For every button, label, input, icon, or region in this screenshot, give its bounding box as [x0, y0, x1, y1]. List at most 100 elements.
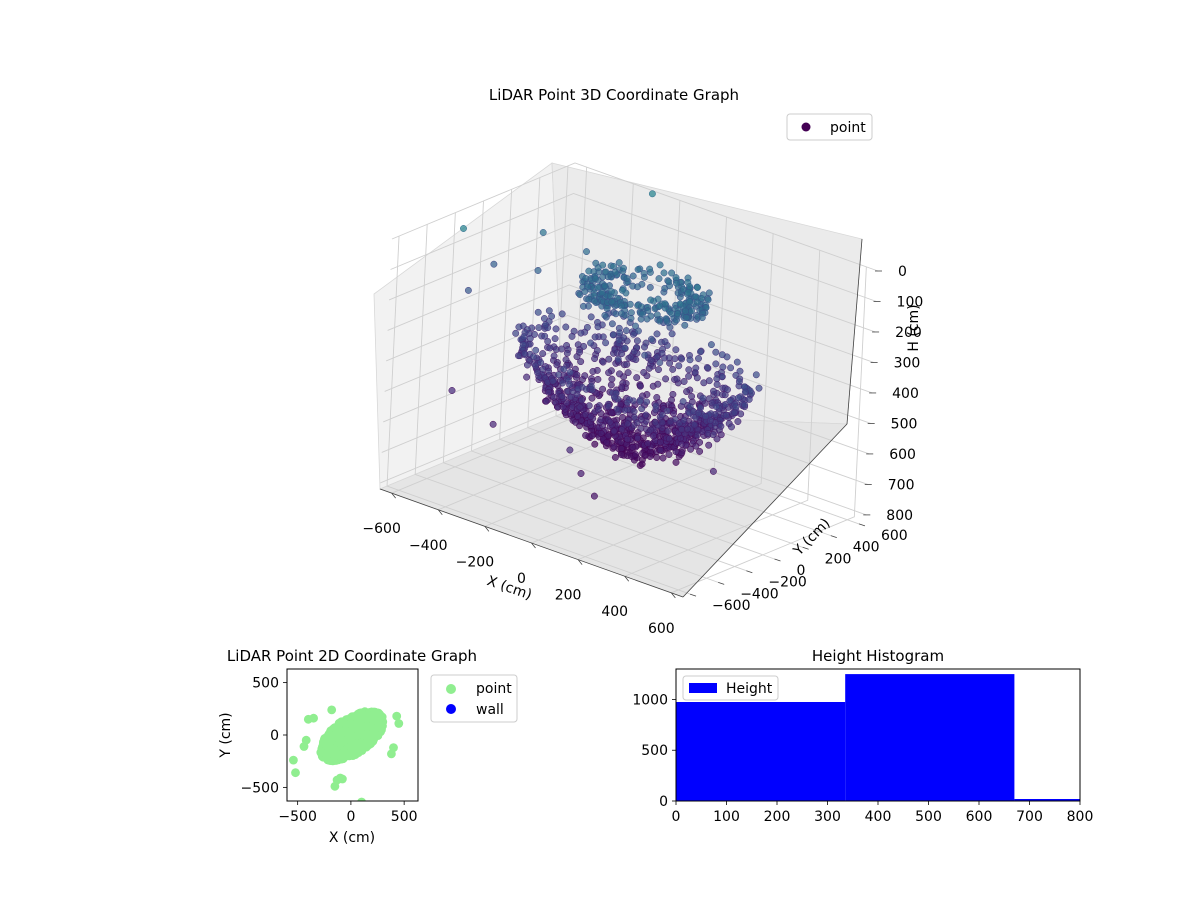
point-3d — [562, 323, 570, 331]
point-3d — [614, 355, 622, 363]
point-3d — [621, 406, 629, 414]
x-tick-label-3d: −200 — [456, 554, 494, 570]
point-3d — [623, 360, 631, 368]
point-3d — [551, 335, 559, 343]
y-tick-label-3d: 400 — [853, 540, 880, 556]
point-3d — [688, 307, 695, 315]
point-3d — [736, 367, 744, 375]
point-3d — [735, 394, 743, 402]
point-3d — [623, 275, 631, 282]
point-3d — [655, 366, 662, 374]
x-tick-label-histogram: 0 — [672, 809, 681, 825]
legend-2d-marker-point — [446, 684, 456, 694]
point-3d — [607, 381, 615, 389]
point-3d — [549, 377, 557, 385]
point-2d — [394, 719, 404, 728]
legend-histogram-swatch — [689, 683, 717, 693]
point-3d — [682, 307, 689, 315]
z-axis-line — [846, 238, 863, 425]
point-3d — [563, 349, 571, 357]
point-3d — [490, 260, 498, 268]
point-3d — [704, 296, 712, 304]
gridline-x — [531, 216, 727, 544]
point-3d — [724, 386, 731, 394]
point-3d — [601, 282, 609, 290]
point-3d — [641, 452, 649, 460]
point-3d — [582, 274, 590, 282]
point-3d — [599, 385, 607, 393]
point-3d — [637, 424, 645, 432]
scatter-2d — [289, 705, 404, 801]
point-3d — [577, 329, 585, 337]
point-3d — [712, 348, 720, 356]
x-tick-label-histogram: 300 — [814, 809, 841, 825]
y-tick-label-histogram: 1000 — [632, 692, 668, 708]
point-3d — [512, 329, 520, 337]
point-3d — [583, 323, 591, 331]
point-3d — [671, 355, 679, 363]
point-3d — [709, 431, 717, 439]
x-tick-label-histogram: 400 — [865, 809, 892, 825]
ticks-3d: −600−400−2000200400600−600−400−200020040… — [362, 264, 923, 637]
point-3d — [539, 229, 547, 236]
y-tick-label-3d: −600 — [712, 598, 750, 614]
point-3d — [693, 431, 701, 439]
point-3d — [662, 375, 670, 383]
point-3d — [656, 317, 664, 325]
gridline-z — [384, 314, 871, 424]
point-3d — [601, 311, 609, 319]
point-3d — [712, 360, 720, 368]
point-3d — [634, 266, 642, 273]
point-3d — [653, 330, 661, 338]
point-3d — [615, 259, 623, 267]
point-cloud-3d — [448, 190, 763, 500]
point-3d — [558, 310, 566, 318]
point-3d — [587, 382, 595, 390]
x-tick-3d — [391, 492, 396, 499]
point-3d — [593, 347, 601, 354]
point-3d — [693, 374, 701, 382]
point-3d — [605, 369, 613, 377]
legend-2d: point wall — [430, 674, 518, 723]
point-3d — [722, 411, 730, 419]
point-3d — [670, 410, 677, 417]
point-2d — [349, 712, 359, 722]
point-3d — [668, 269, 676, 277]
point-3d — [665, 451, 673, 458]
y-tick-3d — [774, 558, 781, 562]
point-3d — [732, 403, 740, 411]
gridline-z — [385, 284, 873, 394]
point-3d — [558, 392, 566, 400]
point-3d — [617, 451, 625, 459]
point-3d — [535, 324, 543, 332]
point-3d — [544, 337, 552, 345]
x-tick-label-3d: −400 — [409, 538, 447, 554]
point-3d — [745, 395, 753, 403]
point-3d — [464, 286, 472, 294]
point-2d — [329, 746, 339, 756]
point-3d — [647, 296, 655, 304]
z-tick-label-3d: 0 — [898, 264, 907, 280]
point-3d — [669, 365, 677, 373]
x-tick-label-histogram: 700 — [1016, 809, 1043, 825]
gridline-x — [624, 250, 821, 577]
point-3d — [623, 399, 631, 406]
point-3d — [613, 405, 621, 413]
point-3d — [664, 427, 672, 435]
point-3d — [660, 269, 668, 277]
point-3d — [623, 435, 631, 443]
z-tick-label-3d: 100 — [897, 294, 924, 310]
point-3d — [669, 390, 677, 398]
point-3d — [686, 298, 694, 306]
point-2d — [351, 724, 361, 733]
x-tick-label-3d: 200 — [555, 588, 582, 604]
point-3d — [656, 261, 664, 269]
point-3d — [656, 359, 664, 367]
point-3d — [624, 369, 632, 377]
point-3d — [602, 268, 610, 276]
legend-3d-marker — [801, 122, 811, 132]
point-2d — [375, 720, 385, 730]
point-3d — [741, 388, 749, 396]
x-tick-3d — [624, 575, 630, 582]
point-3d — [717, 422, 725, 430]
